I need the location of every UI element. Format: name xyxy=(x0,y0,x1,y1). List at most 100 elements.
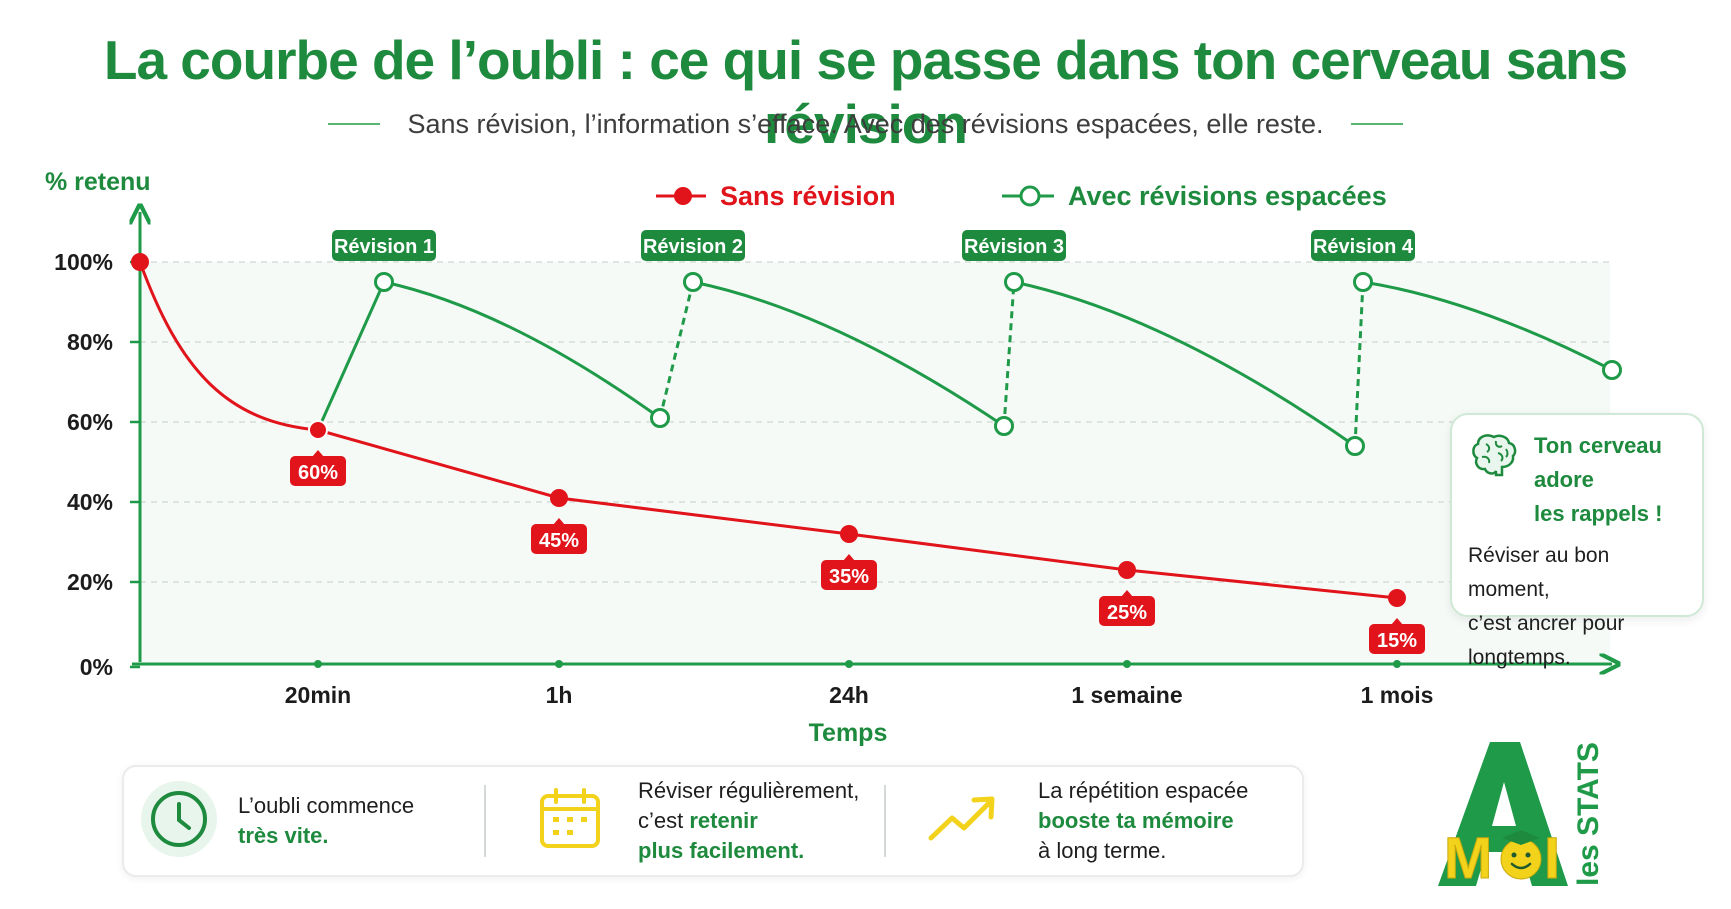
y-tick-labels: 0% 20% 40% 60% 80% 100% xyxy=(54,249,140,680)
data-label-box xyxy=(1099,596,1155,626)
x-axis-title: Temps xyxy=(809,719,888,747)
legend-green-marker xyxy=(1019,185,1041,207)
calendar-icon xyxy=(538,787,602,855)
tip-item-forgetting: L’oubli commence très vite. xyxy=(124,767,484,875)
revision-jump-line xyxy=(1002,281,1016,427)
x-tick-mark xyxy=(1393,660,1401,668)
revision-jump-line xyxy=(316,281,386,431)
tip-item-revise: Réviser régulièrement, c’est retenir plu… xyxy=(486,767,884,875)
tip1-strong: très vite. xyxy=(238,823,329,848)
subtitle: Sans révision, l’information s’efface. A… xyxy=(407,108,1324,139)
y-tick-label: 20% xyxy=(67,569,113,595)
x-tick-mark xyxy=(314,660,322,668)
revision-pill-label: Révision 2 xyxy=(643,236,743,258)
red-point xyxy=(308,420,328,440)
data-label: 60% xyxy=(298,462,338,484)
tip-title-line2: les rappels ! xyxy=(1534,501,1663,526)
tip-body-line2: c’est ancrer pour xyxy=(1468,612,1625,635)
tip2-line3-strong: plus facilement. xyxy=(638,838,805,863)
tip-separator xyxy=(484,785,486,857)
revision-pill xyxy=(1311,230,1415,261)
data-label: 45% xyxy=(539,530,579,552)
decay-curve-segment xyxy=(383,280,661,420)
forgetting-curve-chart: % retenu Temps 0% 20% 40% 60% 80% 100% 20min 1… xyxy=(45,168,1622,747)
tip3-line3: à long terme. xyxy=(1038,838,1167,863)
y-tick-label: 40% xyxy=(67,489,113,515)
legend-label-sans-revision: Sans révision xyxy=(720,181,896,211)
data-label-box xyxy=(821,560,877,590)
tip-separator xyxy=(884,785,886,857)
red-point xyxy=(840,525,858,543)
tip-text-revise: Réviser régulièrement, c’est retenir plu… xyxy=(638,776,859,866)
svg-text:M: M xyxy=(1444,826,1492,890)
y-tick-label: 0% xyxy=(80,654,113,680)
x-tick-mark xyxy=(845,660,853,668)
tip2-line2: c’est retenir xyxy=(638,806,859,836)
data-label: 35% xyxy=(829,566,869,588)
tip2-line2-strong: retenir xyxy=(689,808,758,833)
red-curve xyxy=(138,261,1398,600)
legend-sans-revision: Sans révision xyxy=(656,181,896,211)
decay-curve-segment xyxy=(1013,280,1356,448)
tip3-strong: booste ta mémoire xyxy=(1038,808,1234,833)
data-label-box xyxy=(1369,624,1425,654)
data-label-pointer xyxy=(312,450,324,457)
red-point xyxy=(550,489,568,507)
green-point xyxy=(374,272,394,292)
revision-pill xyxy=(962,230,1066,261)
x-tick-label: 24h xyxy=(829,682,869,708)
green-point xyxy=(1004,272,1024,292)
subtitle-row: Sans révision, l’information s’efface. A… xyxy=(0,104,1731,144)
tip-item-spaced: La répétition espacée booste ta mémoire … xyxy=(886,767,1286,875)
tip-text-spaced: La répétition espacée booste ta mémoire … xyxy=(1038,776,1248,866)
tip-text-forgetting: L’oubli commence très vite. xyxy=(238,791,414,851)
x-tick-mark xyxy=(555,660,563,668)
tip-card-body: Réviser au bon moment, c’est ancrer pour… xyxy=(1468,539,1686,675)
logo-word: M I xyxy=(1444,826,1561,891)
tip-title-line1: Ton cerveau adore xyxy=(1534,433,1662,492)
grid-layer xyxy=(140,261,1610,583)
x-tick-mark xyxy=(1123,660,1131,668)
subtitle-right-rule xyxy=(1351,123,1404,125)
tip-body-line1: Réviser au bon moment, xyxy=(1468,544,1610,601)
red-point xyxy=(1388,589,1406,607)
x-tick-label: 1 mois xyxy=(1361,682,1434,708)
y-tick-label: 60% xyxy=(67,409,113,435)
green-point xyxy=(1602,360,1622,380)
revision-pill-label: Révision 4 xyxy=(1313,236,1414,258)
data-label-pointer xyxy=(1391,618,1403,625)
x-tick-label: 1 semaine xyxy=(1071,682,1182,708)
data-label-box xyxy=(531,524,587,554)
green-point xyxy=(650,408,670,428)
green-point xyxy=(1353,272,1373,292)
brain-tip-card: Ton cerveau adore les rappels ! Réviser … xyxy=(1450,413,1704,669)
data-label-pointer xyxy=(553,518,565,525)
tip2-line1: Réviser régulièrement, xyxy=(638,778,860,803)
brain-icon xyxy=(1468,429,1520,486)
x-tick-labels: 20min 1h 24h 1 semaine 1 mois xyxy=(285,660,1434,708)
revision-jump-line xyxy=(1353,281,1365,447)
red-point xyxy=(1118,561,1136,579)
legend-avec-revisions: Avec révisions espacées xyxy=(1002,181,1387,211)
green-point xyxy=(1345,436,1365,456)
data-label-pointer xyxy=(843,554,855,561)
svg-text:les STATS: les STATS xyxy=(1572,742,1605,886)
x-tick-label: 1h xyxy=(546,682,573,708)
data-label: 25% xyxy=(1107,602,1147,624)
x-tick-label: 20min xyxy=(285,682,351,708)
page-title: La courbe de l’oubli : ce qui se passe d… xyxy=(103,29,1628,155)
legend-red-marker xyxy=(674,187,692,205)
y-tick-label: 100% xyxy=(54,249,113,275)
clock-icon xyxy=(140,780,218,863)
series-layer xyxy=(131,253,1622,607)
green-point xyxy=(994,416,1014,436)
revision-labels: Révision 1 Révision 2 Révision 3 Révision 4 xyxy=(332,230,1415,261)
data-label-box xyxy=(290,456,346,486)
legend: Sans révision Avec révisions espacées xyxy=(656,181,1387,211)
data-labels: 60% 45% 35% 25% 15% xyxy=(290,450,1425,654)
amoi-stats-logo: M I les STATS xyxy=(1438,742,1605,891)
bottom-tips-bar: L’oubli commence très vite. Réviser régu… xyxy=(122,765,1304,877)
svg-text:I: I xyxy=(1544,826,1560,890)
subtitle-left-rule xyxy=(327,123,380,125)
legend-label-avec-revisions: Avec révisions espacées xyxy=(1068,181,1387,211)
